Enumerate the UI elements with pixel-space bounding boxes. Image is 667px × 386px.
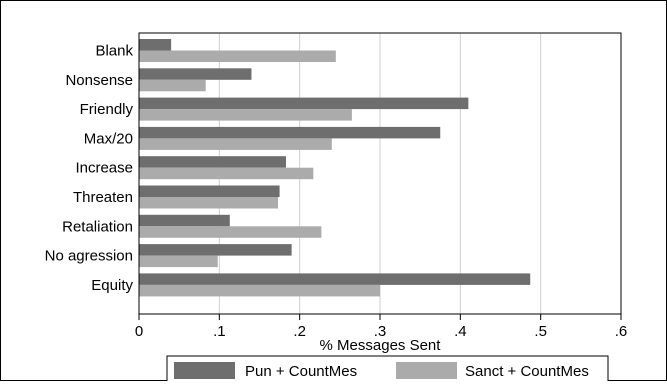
x-tick-label: .4 xyxy=(454,323,467,340)
bars xyxy=(139,39,531,297)
bar xyxy=(139,138,332,150)
bar xyxy=(139,197,278,209)
bar xyxy=(139,97,469,110)
bar xyxy=(139,255,218,268)
legend-label: Sanct + CountMes xyxy=(465,363,589,380)
x-axis: 0 .1 .2 .3 .4 .5 .6 xyxy=(135,314,627,340)
bar xyxy=(139,226,322,238)
category-label: Max/20 xyxy=(84,130,133,147)
bar xyxy=(139,214,230,227)
x-tick-label: 0 xyxy=(135,323,143,340)
bar xyxy=(139,39,172,51)
category-label: Retaliation xyxy=(62,218,133,235)
bar xyxy=(139,284,380,297)
category-label: Threaten xyxy=(73,189,133,206)
bar xyxy=(139,126,441,139)
bar xyxy=(139,167,314,180)
bar xyxy=(139,50,336,62)
legend-swatch xyxy=(174,362,235,379)
category-label: Increase xyxy=(75,160,133,177)
legend: Pun + CountMes Sanct + CountMes xyxy=(166,355,609,386)
bar xyxy=(139,156,287,168)
category-label: Equity xyxy=(91,277,133,294)
x-tick-label: .3 xyxy=(374,323,387,340)
legend-swatch xyxy=(396,362,457,379)
x-tick-label: .5 xyxy=(534,323,547,340)
bar xyxy=(139,273,531,285)
x-tick-label: .6 xyxy=(615,323,628,340)
category-label: No agression xyxy=(45,248,133,265)
x-axis-title: % Messages Sent xyxy=(320,337,442,354)
legend-label: Pun + CountMes xyxy=(245,363,357,380)
category-label: Nonsense xyxy=(65,72,133,89)
bar xyxy=(139,109,352,121)
bar xyxy=(139,79,206,92)
bar xyxy=(139,185,280,197)
bar xyxy=(139,68,252,80)
bar xyxy=(139,244,292,256)
category-label: Friendly xyxy=(80,101,134,118)
x-tick-label: .1 xyxy=(213,323,226,340)
x-tick-label: .2 xyxy=(293,323,306,340)
category-labels: Blank Nonsense Friendly Max/20 Increase Threa… xyxy=(45,43,134,294)
category-label: Blank xyxy=(95,43,133,60)
